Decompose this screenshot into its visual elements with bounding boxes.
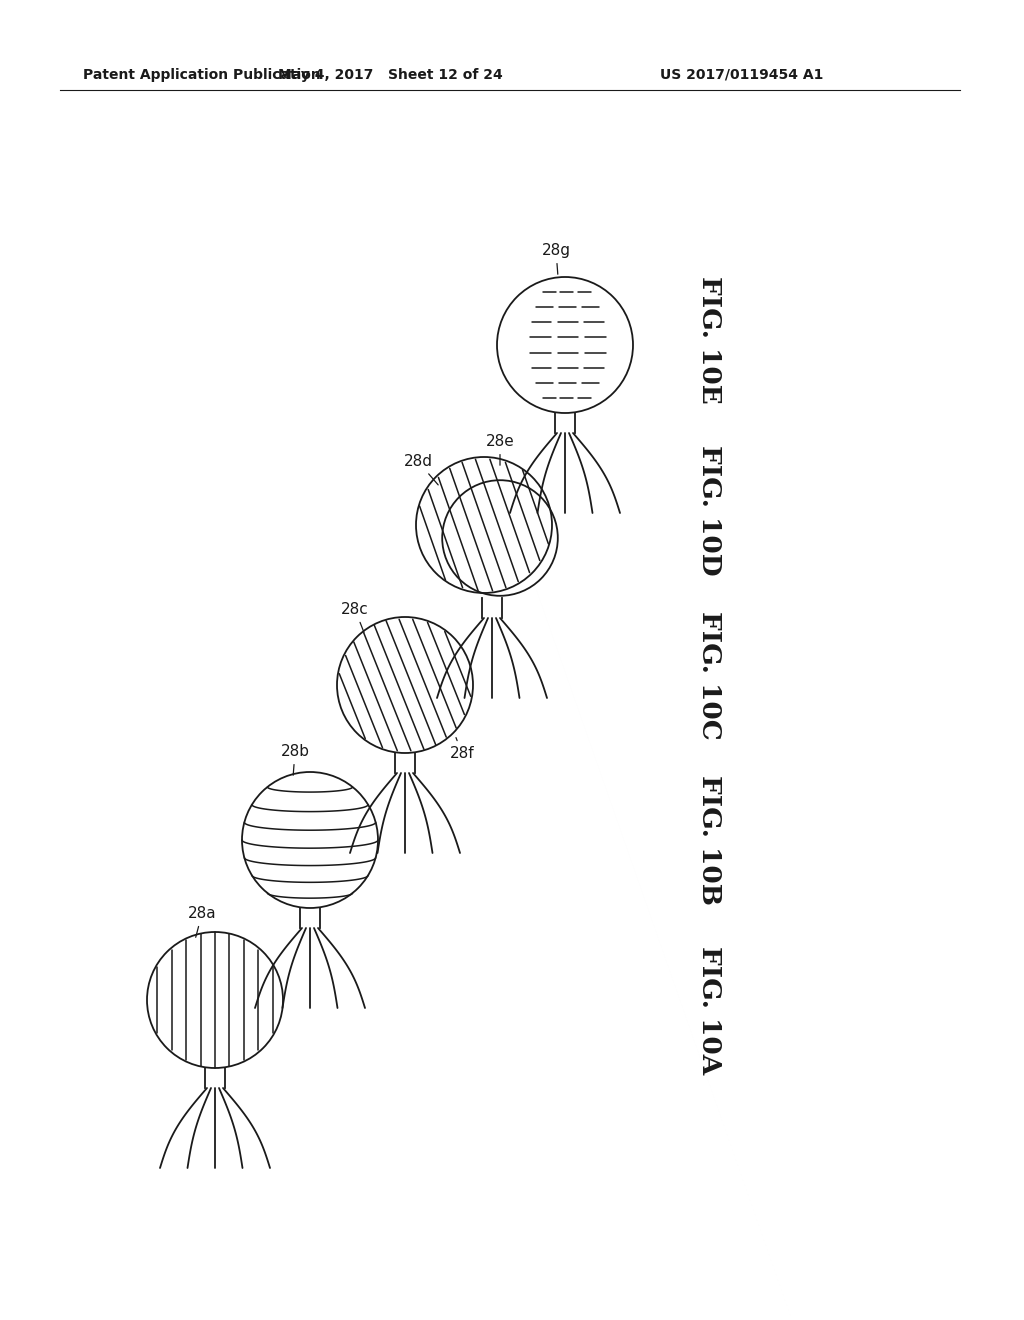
Text: FIG. 10A: FIG. 10A — [697, 946, 723, 1074]
Text: 28g: 28g — [542, 243, 570, 275]
Text: 28c: 28c — [341, 602, 369, 632]
Text: 28f: 28f — [450, 738, 474, 762]
Text: FIG. 10C: FIG. 10C — [697, 611, 723, 739]
Text: Patent Application Publication: Patent Application Publication — [83, 69, 321, 82]
Text: FIG. 10D: FIG. 10D — [697, 445, 723, 576]
Text: US 2017/0119454 A1: US 2017/0119454 A1 — [660, 69, 823, 82]
Text: 28d: 28d — [403, 454, 438, 484]
Text: FIG. 10E: FIG. 10E — [697, 276, 723, 404]
Text: May 4, 2017   Sheet 12 of 24: May 4, 2017 Sheet 12 of 24 — [278, 69, 503, 82]
Text: 28a: 28a — [187, 906, 216, 937]
Text: FIG. 10B: FIG. 10B — [697, 775, 723, 906]
Text: 28e: 28e — [485, 434, 514, 465]
Text: 28b: 28b — [281, 744, 309, 775]
